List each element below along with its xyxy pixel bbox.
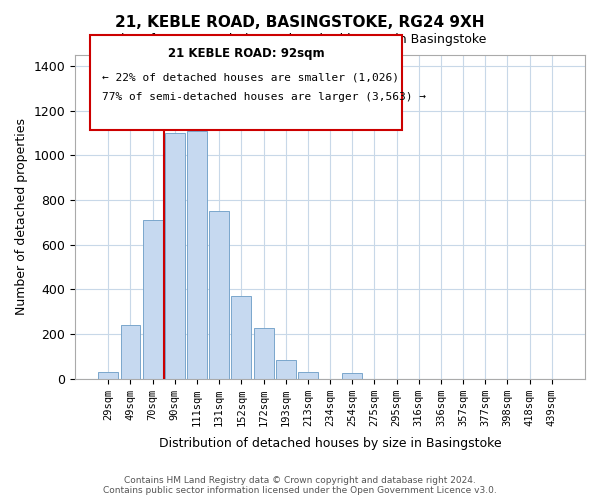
Text: 21, KEBLE ROAD, BASINGSTOKE, RG24 9XH: 21, KEBLE ROAD, BASINGSTOKE, RG24 9XH <box>115 15 485 30</box>
Bar <box>276 360 296 378</box>
Bar <box>209 212 229 378</box>
Text: 21 KEBLE ROAD: 92sqm: 21 KEBLE ROAD: 92sqm <box>167 48 325 60</box>
Bar <box>121 325 140 378</box>
Bar <box>165 133 185 378</box>
Bar <box>342 373 362 378</box>
Bar <box>143 220 163 378</box>
Bar <box>98 372 118 378</box>
Text: Contains HM Land Registry data © Crown copyright and database right 2024.: Contains HM Land Registry data © Crown c… <box>124 476 476 485</box>
Bar <box>298 372 318 378</box>
X-axis label: Distribution of detached houses by size in Basingstoke: Distribution of detached houses by size … <box>159 437 502 450</box>
Text: 77% of semi-detached houses are larger (3,563) →: 77% of semi-detached houses are larger (… <box>102 92 426 102</box>
Text: Contains public sector information licensed under the Open Government Licence v3: Contains public sector information licen… <box>103 486 497 495</box>
Text: Size of property relative to detached houses in Basingstoke: Size of property relative to detached ho… <box>113 32 487 46</box>
Bar <box>254 328 274 378</box>
Bar <box>187 131 207 378</box>
Bar <box>232 296 251 378</box>
Y-axis label: Number of detached properties: Number of detached properties <box>15 118 28 316</box>
Text: ← 22% of detached houses are smaller (1,026): ← 22% of detached houses are smaller (1,… <box>102 72 399 83</box>
